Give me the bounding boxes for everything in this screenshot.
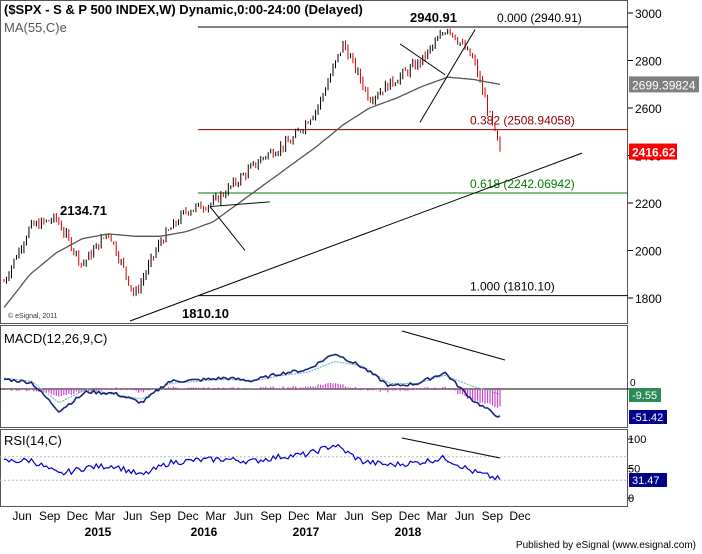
- x-month-label: Mar: [427, 509, 448, 523]
- current-price-box: [629, 143, 677, 160]
- price-ytick-label: 1800: [635, 292, 662, 306]
- x-year-label: 2015: [85, 525, 112, 539]
- ma-value-label: 2699.39824: [632, 78, 696, 92]
- x-month-label: Sep: [260, 509, 282, 523]
- macd-title: MACD(12,26,9,C): [4, 331, 107, 346]
- chart-title: ($SPX - S & P 500 INDEX,W) Dynamic,0:00-…: [4, 2, 363, 17]
- price-peak-2015-label: 2134.71: [60, 203, 107, 218]
- axis-layer: 18002000220024002600280030002699.3982424…: [12, 7, 699, 539]
- fib-label-0.382: 0.382 (2508.94058): [470, 114, 575, 128]
- price-ytick-label: 2600: [635, 102, 662, 116]
- macd-signal-value-box: [629, 388, 661, 402]
- x-month-label: Dec: [67, 509, 88, 523]
- x-month-label: Dec: [399, 509, 420, 523]
- fib-label-0.000: 0.000 (2940.91): [497, 11, 582, 25]
- trendline-2016: [209, 201, 271, 208]
- rsi-divergence-line: [401, 437, 501, 459]
- x-month-label: Sep: [150, 509, 172, 523]
- watermark: © eSignal, 2011: [8, 312, 58, 320]
- macd-panel: [0, 330, 628, 418]
- price-ytick-label: 2200: [635, 197, 662, 211]
- macd-histogram: [3, 382, 501, 408]
- rsi-ytick-label: 100: [628, 434, 646, 446]
- x-month-label: Sep: [482, 509, 504, 523]
- x-month-label: Dec: [177, 509, 198, 523]
- rsi-title: RSI(14,C): [4, 433, 62, 448]
- price-ytick-label: 2800: [635, 55, 662, 69]
- rsi-panel: [0, 437, 628, 481]
- x-month-label: Jun: [455, 509, 474, 523]
- price-panel-frame: [0, 0, 628, 324]
- price-ytick-label: 3000: [635, 7, 662, 21]
- x-month-label: Sep: [39, 509, 61, 523]
- rsi-line: [3, 443, 501, 481]
- rsi-value-label: 31.47: [632, 475, 660, 487]
- wedge-top: [399, 43, 446, 76]
- macd-line: [3, 353, 501, 418]
- x-month-label: Jun: [344, 509, 363, 523]
- x-month-label: Mar: [316, 509, 337, 523]
- x-year-label: 2018: [395, 525, 422, 539]
- price-low-label: 1810.10: [182, 306, 229, 321]
- x-month-label: Jun: [12, 509, 31, 523]
- ma-legend: MA(55,C)e: [4, 20, 67, 35]
- x-month-label: Mar: [95, 509, 116, 523]
- current-price-label: 2416.62: [632, 146, 676, 160]
- ma-value-box: [629, 76, 699, 93]
- x-month-label: Sep: [371, 509, 393, 523]
- rsi-panel-frame: [0, 429, 628, 507]
- x-month-label: Jun: [234, 509, 253, 523]
- price-panel: 0.000 (2940.91) 0.382 (2508.94058) 0.618 (…: [3, 10, 628, 322]
- x-year-label: 2017: [293, 525, 320, 539]
- macd-panel-frame: [0, 325, 628, 428]
- x-month-label: Dec: [509, 509, 530, 523]
- rsi-ytick-label: 0: [628, 493, 634, 505]
- publisher-credit: Published by eSignal (www.esignal.com): [515, 540, 696, 551]
- rsi-value-box: [629, 473, 667, 487]
- macd-signal-line: [3, 361, 501, 404]
- wedge-bottom: [419, 29, 476, 123]
- panel-frames: [0, 0, 628, 507]
- x-month-label: Dec: [288, 509, 309, 523]
- rsi-ytick-label: 50: [628, 464, 640, 476]
- support-trendline: [129, 152, 583, 322]
- x-month-label: Jun: [123, 509, 142, 523]
- price-bars: [3, 28, 501, 297]
- trendline-2016b: [209, 206, 246, 251]
- fib-label-0.618: 0.618 (2242.06942): [470, 177, 575, 191]
- price-high-label: 2940.91: [410, 10, 457, 25]
- ma-line: [3, 76, 501, 308]
- macd-ytick-label: 0: [630, 378, 636, 389]
- macd-value-box: [629, 410, 667, 424]
- x-month-label: Mar: [205, 509, 226, 523]
- macd-signal-value-label: -9.55: [632, 390, 657, 402]
- macd-divergence-line: [401, 330, 506, 361]
- fib-label-1.000: 1.000 (1810.10): [470, 280, 555, 294]
- macd-value-label: -51.42: [632, 412, 663, 424]
- x-year-label: 2016: [191, 525, 218, 539]
- price-ytick-label: 2000: [635, 245, 662, 259]
